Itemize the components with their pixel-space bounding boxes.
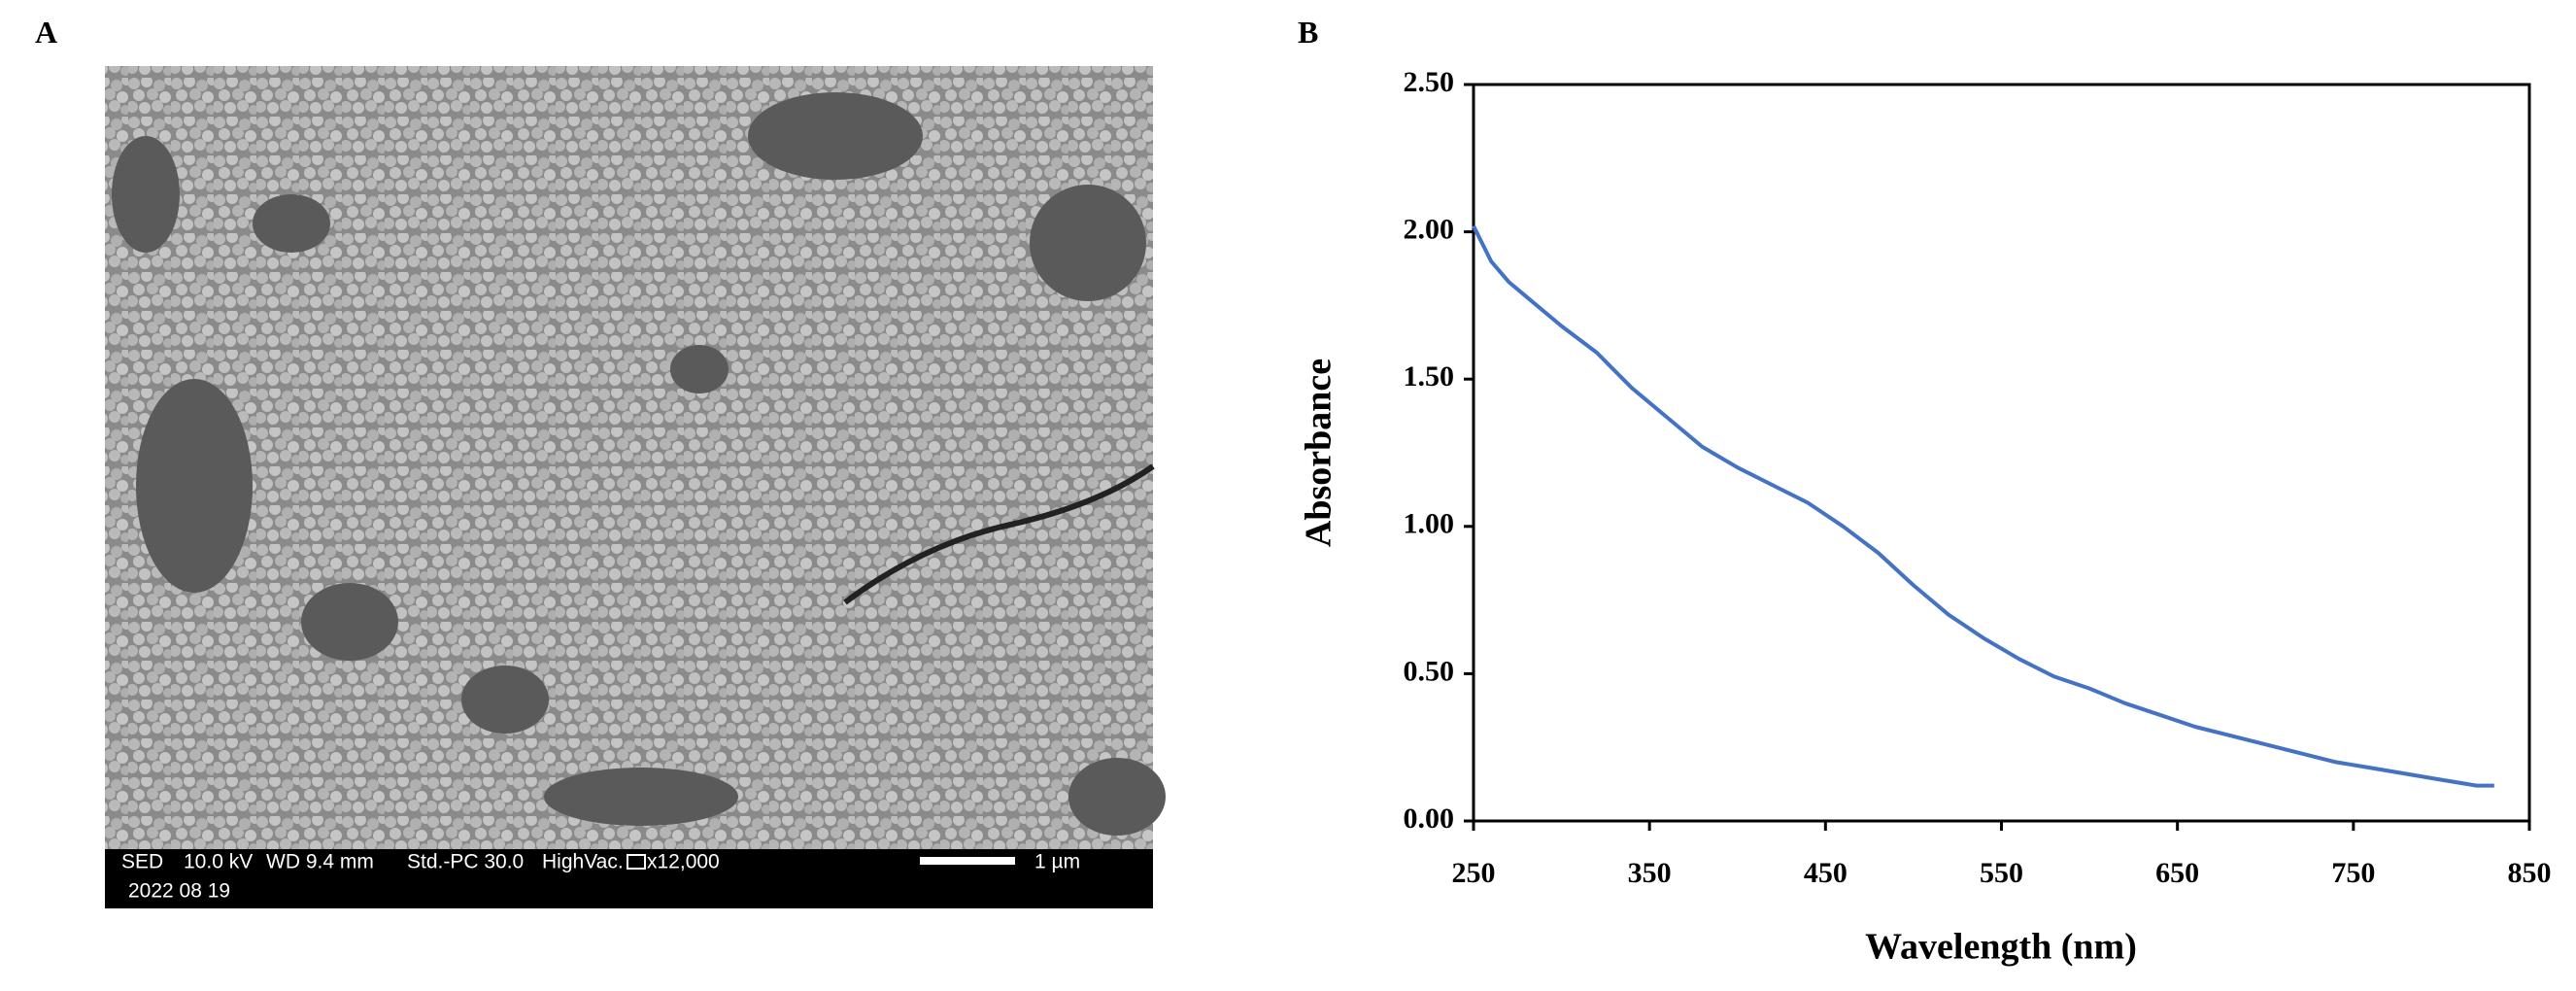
x-tick-label: 550 <box>1980 857 2023 889</box>
info-text: 10.0 kV <box>184 851 253 873</box>
y-tick-label: 2.50 <box>1404 66 1455 98</box>
x-tick-label: 650 <box>2155 857 2199 889</box>
info-text: Std.-PC 30.0 <box>407 851 524 873</box>
absorbance-line <box>1472 224 2494 788</box>
sem-voids <box>112 92 1166 836</box>
x-tick-label: 450 <box>1804 857 1847 889</box>
x-tick-label: 250 <box>1452 857 1496 889</box>
x-axis-title: Wavelength (nm) <box>1865 927 2137 968</box>
scale-label: 1 µm <box>1034 851 1080 873</box>
y-tick-label: 0.50 <box>1404 655 1455 687</box>
info-text: x12,000 <box>647 851 720 873</box>
sem-crack <box>843 463 1155 605</box>
x-tick-label: 850 <box>2508 857 2552 889</box>
info-text: HighVac. <box>542 851 624 873</box>
x-tick-label: 350 <box>1628 857 1672 889</box>
x-tick-label: 750 <box>2331 857 2375 889</box>
info-text: WD 9.4 mm <box>266 851 374 873</box>
y-tick-label: 0.00 <box>1404 803 1455 835</box>
y-tick-label: 2.00 <box>1404 213 1455 245</box>
y-axis-title: Absorbance <box>1299 359 1339 547</box>
y-tick-label: 1.50 <box>1404 360 1455 393</box>
info-text: SED <box>121 851 163 873</box>
plot-frame <box>1472 83 2531 823</box>
panel-label: B <box>1298 15 1318 50</box>
y-tick-label: 1.00 <box>1404 508 1455 540</box>
sem-texture <box>105 66 1153 849</box>
scale-bar <box>920 857 1015 865</box>
info-date: 2022 08 19 <box>128 880 230 903</box>
panel-label: A <box>35 15 57 50</box>
camera-icon <box>627 854 646 870</box>
sem-image: SED 10.0 kV WD 9.4 mm Std.-PC 30.0 HighV… <box>105 66 1166 908</box>
